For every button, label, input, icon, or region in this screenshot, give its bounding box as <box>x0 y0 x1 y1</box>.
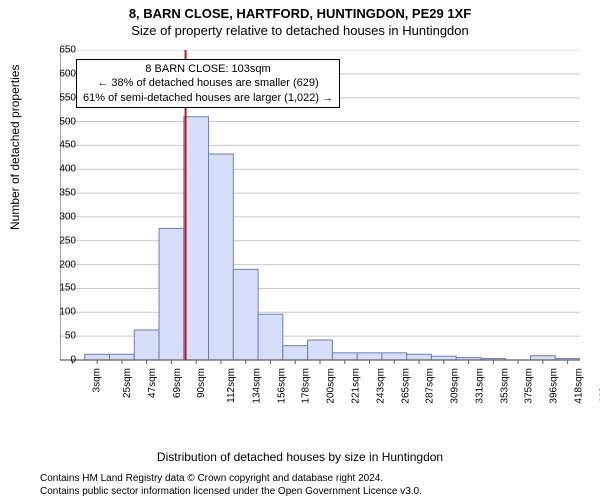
x-tick-label: 112sqm <box>226 368 237 403</box>
footer-attribution: Contains HM Land Registry data © Crown c… <box>40 472 422 498</box>
y-tick-label: 350 <box>59 188 76 199</box>
plot-area: 8 BARN CLOSE: 103sqm ← 38% of detached h… <box>60 50 580 410</box>
title-block: 8, BARN CLOSE, HARTFORD, HUNTINGDON, PE2… <box>0 0 600 38</box>
x-tick-label: 156sqm <box>276 368 287 404</box>
y-tick-label: 200 <box>59 259 76 270</box>
x-tick-label: 331sqm <box>474 368 485 404</box>
x-tick-label: 375sqm <box>524 368 535 404</box>
y-tick-label: 250 <box>59 235 76 246</box>
x-tick-label: 90sqm <box>196 368 207 398</box>
y-tick-label: 150 <box>59 283 76 294</box>
y-tick-label: 550 <box>59 92 76 103</box>
footer-line2: Contains public sector information licen… <box>40 485 422 498</box>
y-tick-label: 500 <box>59 116 76 127</box>
title-address: 8, BARN CLOSE, HARTFORD, HUNTINGDON, PE2… <box>0 6 600 21</box>
annotation-box: 8 BARN CLOSE: 103sqm ← 38% of detached h… <box>76 59 340 108</box>
x-tick-label: 221sqm <box>351 368 362 404</box>
x-tick-label: 265sqm <box>400 368 411 404</box>
x-tick-label: 69sqm <box>172 368 183 398</box>
x-tick-label: 309sqm <box>450 368 461 404</box>
y-tick-label: 600 <box>59 68 76 79</box>
annotation-line2: ← 38% of detached houses are smaller (62… <box>83 76 333 90</box>
y-tick-label: 300 <box>59 211 76 222</box>
x-tick-label: 243sqm <box>375 368 386 404</box>
x-tick-label: 134sqm <box>252 368 263 404</box>
annotation-line3: 61% of semi-detached houses are larger (… <box>83 91 333 105</box>
chart-container: 8 BARN CLOSE: 103sqm ← 38% of detached h… <box>60 50 580 410</box>
annotation-line1: 8 BARN CLOSE: 103sqm <box>83 62 333 76</box>
x-tick-label: 396sqm <box>549 368 560 404</box>
x-tick-label: 25sqm <box>122 368 133 398</box>
x-tick-label: 287sqm <box>425 368 436 404</box>
y-axis-label: Number of detached properties <box>8 65 22 230</box>
y-tick-label: 0 <box>70 355 76 366</box>
x-tick-label: 47sqm <box>147 368 158 398</box>
x-tick-label: 3sqm <box>92 368 103 392</box>
x-tick-label: 178sqm <box>301 368 312 404</box>
y-tick-label: 50 <box>65 331 76 342</box>
y-tick-label: 400 <box>59 164 76 175</box>
x-axis-label: Distribution of detached houses by size … <box>0 450 600 464</box>
x-tick-label: 200sqm <box>326 368 337 404</box>
x-tick-label: 353sqm <box>499 368 510 404</box>
y-tick-label: 100 <box>59 307 76 318</box>
title-subtitle: Size of property relative to detached ho… <box>0 23 600 38</box>
y-tick-label: 650 <box>59 45 76 56</box>
y-tick-label: 450 <box>59 140 76 151</box>
footer-line1: Contains HM Land Registry data © Crown c… <box>40 472 422 485</box>
x-tick-label: 418sqm <box>573 368 584 404</box>
